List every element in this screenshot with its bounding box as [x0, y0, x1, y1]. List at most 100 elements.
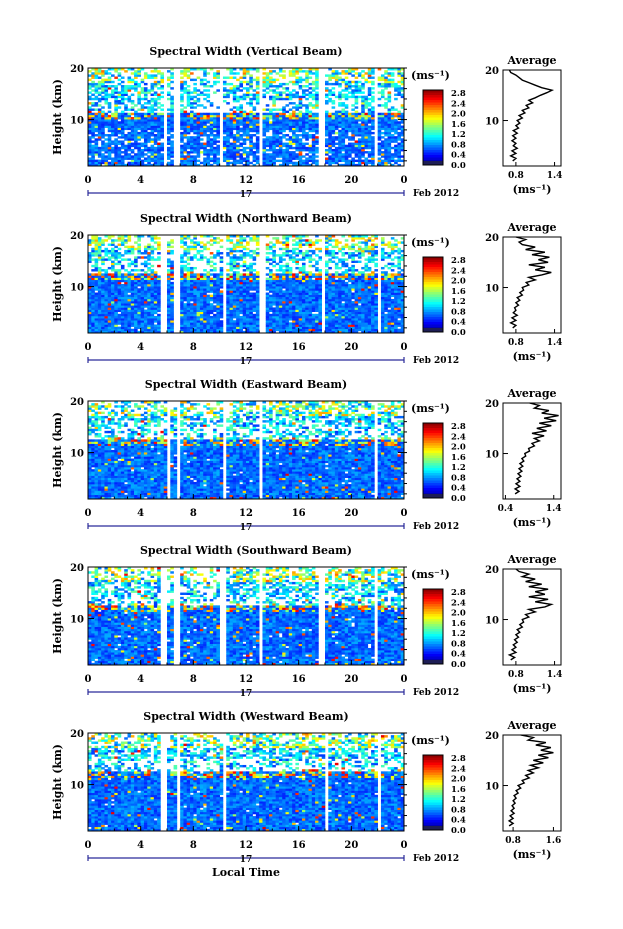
heatmap-cell [151, 246, 155, 248]
heatmap-cell [230, 250, 234, 252]
heatmap-cell [187, 113, 191, 115]
heatmap-cell [141, 295, 145, 297]
heatmap-cell [151, 74, 155, 76]
heatmap-cell [88, 132, 92, 134]
heatmap-cell [279, 307, 283, 309]
heatmap-cell [253, 151, 257, 153]
heatmap-cell [286, 87, 290, 89]
heatmap-cell [378, 151, 382, 153]
heatmap-cell [233, 263, 237, 265]
heatmap-cell [246, 297, 250, 299]
heatmap-cell [282, 254, 286, 256]
heatmap-cell [197, 284, 201, 286]
heatmap-cell [98, 327, 102, 329]
heatmap-cell [253, 299, 257, 301]
heatmap-cell [276, 290, 280, 292]
heatmap-cell [249, 130, 253, 132]
heatmap-cell [253, 318, 257, 320]
heatmap-cell [200, 104, 204, 106]
heatmap-cell [302, 117, 306, 119]
heatmap-cell [88, 87, 92, 89]
heatmap-cell [272, 143, 276, 145]
heatmap-cell [279, 94, 283, 96]
heatmap-cell [180, 136, 184, 138]
heatmap-cell [325, 143, 329, 145]
heatmap-cell [190, 286, 194, 288]
heatmap-cell [216, 77, 220, 79]
heatmap-cell [88, 303, 92, 305]
heatmap-cell [151, 307, 155, 309]
heatmap-cell [114, 320, 118, 322]
heatmap-cell [335, 83, 339, 85]
heatmap-cell [378, 149, 382, 151]
heatmap-cell [368, 89, 372, 91]
heatmap-cell [108, 273, 112, 275]
heatmap-cell [368, 162, 372, 164]
heatmap-cell [118, 132, 122, 134]
heatmap-cell [131, 81, 135, 83]
heatmap-cell [243, 128, 247, 130]
heatmap-cell [200, 254, 204, 256]
heatmap-cell [101, 81, 105, 83]
heatmap-cell [233, 258, 237, 260]
average-x-label: (ms⁻¹) [513, 183, 552, 196]
heatmap-cell [147, 286, 151, 288]
heatmap-cell [230, 128, 234, 130]
heatmap-cell [394, 123, 398, 125]
heatmap-cell [361, 119, 365, 121]
heatmap-cell [154, 108, 158, 110]
heatmap-cell [144, 261, 148, 263]
heatmap-cell [101, 280, 105, 282]
heatmap-cell [286, 310, 290, 312]
heatmap-cell [397, 89, 401, 91]
heatmap-cell [279, 256, 283, 258]
heatmap-cell [239, 96, 243, 98]
heatmap-cell [269, 310, 273, 312]
heatmap-cell [118, 113, 122, 115]
heatmap-cell [128, 324, 132, 326]
heatmap-cell [91, 126, 95, 128]
heatmap-cell [167, 241, 171, 243]
heatmap-cell [190, 312, 194, 314]
heatmap-cell [299, 70, 303, 72]
heatmap-cell [292, 138, 296, 140]
colorbar-swatch [423, 140, 443, 143]
heatmap-cell [309, 104, 313, 106]
colorbar-swatch [423, 143, 443, 146]
heatmap-cell [213, 239, 217, 241]
heatmap-cell [276, 239, 280, 241]
heatmap-cell [256, 138, 260, 140]
heatmap-cell [384, 85, 388, 87]
heatmap-cell [368, 111, 372, 113]
heatmap-cell [345, 70, 349, 72]
heatmap-cell [315, 136, 319, 138]
heatmap-cell [131, 106, 135, 108]
heatmap-cell [236, 126, 240, 128]
heatmap-cell [200, 286, 204, 288]
heatmap-cell [121, 132, 125, 134]
heatmap-cell [134, 132, 138, 134]
heatmap-cell [101, 318, 105, 320]
heatmap-cell [151, 299, 155, 301]
heatmap-cell [312, 149, 316, 151]
heatmap-cell [230, 290, 234, 292]
heatmap-cell [345, 136, 349, 138]
heatmap-cell [207, 297, 211, 299]
heatmap-cell [216, 254, 220, 256]
heatmap-cell [180, 261, 184, 263]
heatmap-cell [279, 126, 283, 128]
heatmap-cell [144, 147, 148, 149]
heatmap-cell [328, 155, 332, 157]
heatmap-cell [315, 123, 319, 125]
heatmap-cell [114, 252, 118, 254]
heatmap-cell [190, 316, 194, 318]
heatmap-cell [118, 290, 122, 292]
heatmap-cell [88, 121, 92, 123]
heatmap-cell [98, 239, 102, 241]
heatmap-cell [137, 102, 141, 104]
heatmap-cell [233, 295, 237, 297]
heatmap-cell [332, 138, 336, 140]
heatmap-cell [124, 123, 128, 125]
heatmap-cell [170, 284, 174, 286]
heatmap-cell [151, 117, 155, 119]
